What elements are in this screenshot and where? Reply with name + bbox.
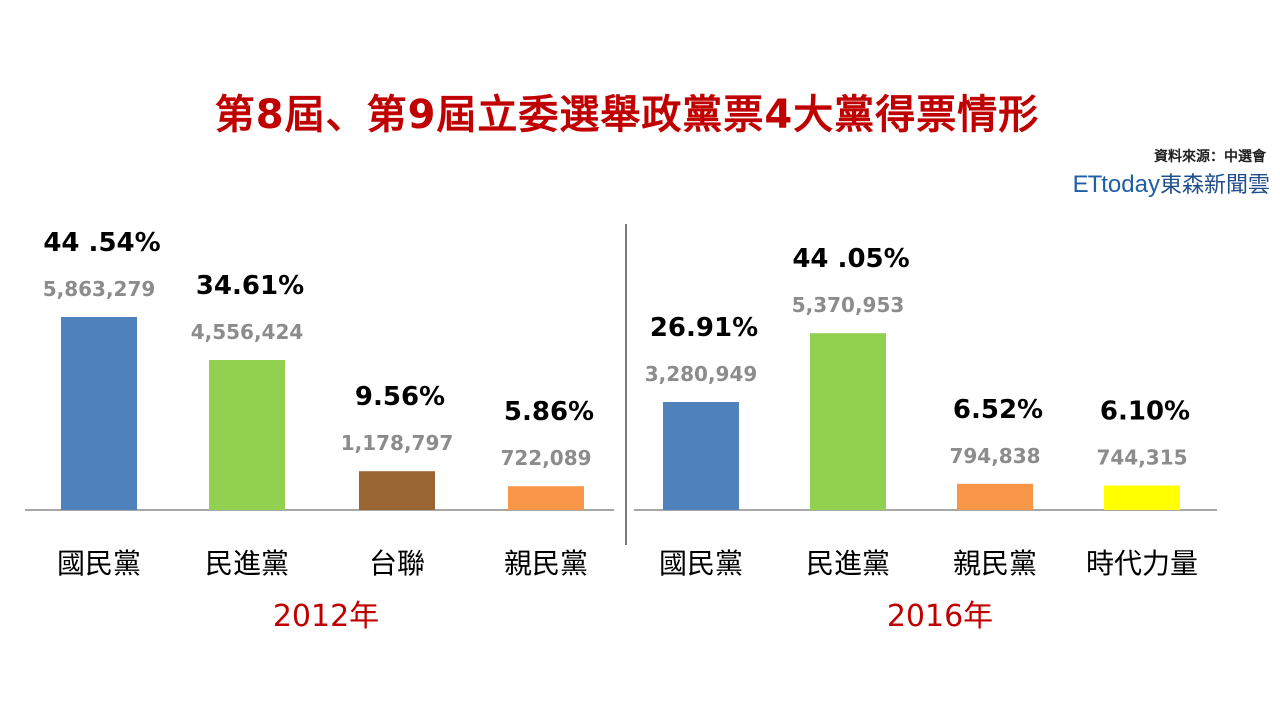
- percent-label: 44 .05%: [792, 244, 909, 274]
- value-label: 1,178,797: [341, 431, 454, 455]
- percent-label: 6.52%: [953, 395, 1043, 425]
- category-label: 親民黨: [953, 547, 1037, 580]
- data-source: 資料來源：中選會: [1154, 149, 1266, 165]
- bar-2016年-1: [663, 402, 739, 510]
- percent-label: 34.61%: [196, 271, 304, 301]
- chart-title: 第8屆、第9屆立委選舉政黨票4大黨得票情形: [214, 92, 1040, 138]
- bar-2016年-3: [957, 483, 1033, 510]
- value-label: 3,280,949: [645, 362, 758, 386]
- category-label: 時代力量: [1086, 547, 1198, 580]
- category-label: 台聯: [369, 547, 425, 580]
- percent-label: 6.10%: [1100, 396, 1190, 426]
- value-label: 4,556,424: [191, 320, 304, 344]
- percent-label: 5.86%: [504, 397, 594, 427]
- bar-2016年-4: [1104, 485, 1180, 510]
- value-label: 722,089: [500, 446, 591, 470]
- bar-2012年-4: [508, 486, 584, 510]
- category-label: 民進黨: [806, 547, 890, 580]
- percent-label: 44 .54%: [43, 228, 160, 258]
- bar-2012年-1: [61, 317, 137, 510]
- logo-chinese: 東森新聞雲: [1159, 173, 1270, 198]
- bar-2016年-2: [810, 333, 886, 510]
- logo-today: today: [1101, 171, 1160, 198]
- year-label: 2012年: [273, 599, 379, 634]
- bar-2012年-3: [359, 471, 435, 510]
- value-label: 5,863,279: [43, 277, 156, 301]
- value-label: 5,370,953: [792, 293, 905, 317]
- year-label: 2016年: [887, 599, 993, 634]
- category-label: 親民黨: [504, 547, 588, 580]
- percent-label: 26.91%: [650, 313, 758, 343]
- ettoday-logo: ETtoday東森新聞雲: [1073, 169, 1270, 201]
- category-label: 國民黨: [659, 547, 743, 580]
- category-label: 民進黨: [205, 547, 289, 580]
- percent-label: 9.56%: [355, 382, 445, 412]
- value-label: 744,315: [1096, 445, 1187, 469]
- value-label: 794,838: [949, 444, 1040, 468]
- bar-2012年-2: [209, 360, 285, 510]
- logo-et: ET: [1072, 171, 1103, 198]
- category-label: 國民黨: [57, 547, 141, 580]
